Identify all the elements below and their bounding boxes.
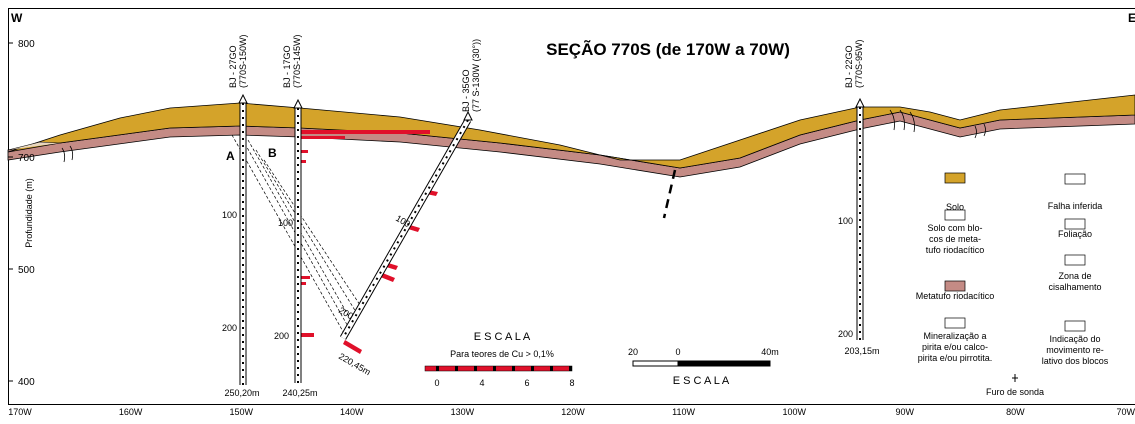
assay-scale-tick [512,366,515,371]
title: SEÇÃO 770S (de 170W a 70W) [546,39,790,59]
y-tick-label: 700 [18,153,35,164]
legend-label: pirita e/ou pirrotita. [918,353,993,363]
drillhole-end-depth: 240,25m [282,388,317,398]
x-tick-label: 100W [782,407,806,417]
assay-scale-label: 4 [479,378,484,388]
x-tick-label: 140W [340,407,364,417]
legend-icon [945,281,965,291]
distance-scale-black [678,361,770,366]
depth-tick-label: 100 [278,218,293,228]
section-letter: A [226,149,235,163]
drillhole-code: (770S-95W) [854,39,864,88]
y-axis-label: Profundidade (m) [24,178,34,248]
assay-scale-label: 0 [434,378,439,388]
legend-label: lativo dos blocos [1042,356,1109,366]
legend-label: Foliação [1058,229,1092,239]
drillhole-collar [856,99,864,107]
legend-label: Falha inferida [1048,201,1103,211]
assay-scale-bar [425,366,572,371]
scale-title: E S C A L A [673,375,730,387]
y-tick-label: 800 [18,39,35,50]
drillhole-name: BJ - 17GO [282,45,292,88]
inferred-fault [664,170,675,218]
x-tick-label: 170W [8,407,32,417]
scale-subtitle: Para teores de Cu > 0,1% [450,349,554,359]
assay-scale-tick [436,366,439,371]
depth-tick-label: 100 [838,216,853,226]
legend-label: Furo de sonda [986,387,1044,397]
distance-scale-white [633,361,678,366]
depth-tick-label: 200 [274,331,289,341]
legend-icon [1065,219,1085,229]
legend-label: Indicação do [1049,334,1100,344]
assay-scale-tick [569,366,572,371]
drillhole-collar [239,95,247,103]
distance-scale-label: 0 [675,347,680,357]
legend-label: Mineralização a [923,331,986,341]
x-tick-label: 120W [561,407,585,417]
legend-label: movimento re- [1046,345,1104,355]
assay-scale-tick [531,366,534,371]
drillhole-end-depth: 220,45m [337,351,372,377]
assay-scale-tick [474,366,477,371]
x-tick-label: 80W [1006,407,1025,417]
legend-label: pirita e/ou calco- [922,342,988,352]
legend-icon [1065,174,1085,184]
drillhole-code: (770S-145W) [292,34,302,88]
legend-label: tufo riodacítico [926,245,985,255]
drillhole-collar [294,100,302,108]
compass-east: E [1128,11,1135,25]
legend-icon [945,318,965,328]
assay-scale-label: 6 [524,378,529,388]
drillhole-end-depth: 203,15m [844,346,879,356]
drillhole-code: (77 S-130W (30°)) [471,39,481,112]
drillhole-collar [464,112,472,120]
legend-icon [945,173,965,183]
section-letter: B [268,146,277,160]
scale-title: E S C A L A [474,331,531,343]
x-tick-label: 150W [229,407,253,417]
legend-label: Metatufo riodacítico [916,291,995,301]
legend-icon [945,210,965,220]
drillhole-code: (770S-150W) [238,34,248,88]
drillhole-end-depth: 250,20m [224,388,259,398]
drillhole-name: BJ - 35GO [461,69,471,112]
legend-label: Zona de [1058,271,1091,281]
depth-tick-label: 200 [222,323,237,333]
distance-scale-label: 20 [628,347,638,357]
compass-west: W [11,11,23,25]
legend-icon [1065,255,1085,265]
y-tick-label: 400 [18,377,35,388]
assay-scale-label: 8 [569,378,574,388]
legend-label: cos de meta- [929,234,981,244]
x-tick-label: 160W [119,407,143,417]
legend-icon [1065,321,1085,331]
legend-label: cisalhamento [1048,282,1101,292]
distance-scale-label: 40m [761,347,779,357]
drillhole-name: BJ - 22GO [844,45,854,88]
x-tick-label: 130W [451,407,475,417]
legend-label: Solo com blo- [927,223,982,233]
mineralization [300,130,438,354]
depth-tick-label: 100 [222,210,237,220]
x-tick-label: 110W [672,407,695,417]
drillhole-name: BJ - 27GO [228,45,238,88]
x-tick-label: 90W [896,407,915,417]
section-diagram: SEÇÃO 770S (de 170W a 70W)WE800700500400… [0,0,1135,419]
assay-scale-tick [493,366,496,371]
x-tick-label: 70W [1116,407,1135,417]
assay-scale-tick [550,366,553,371]
assay-scale-tick [455,366,458,371]
depth-tick-label: 200 [838,329,853,339]
y-tick-label: 500 [18,265,35,276]
